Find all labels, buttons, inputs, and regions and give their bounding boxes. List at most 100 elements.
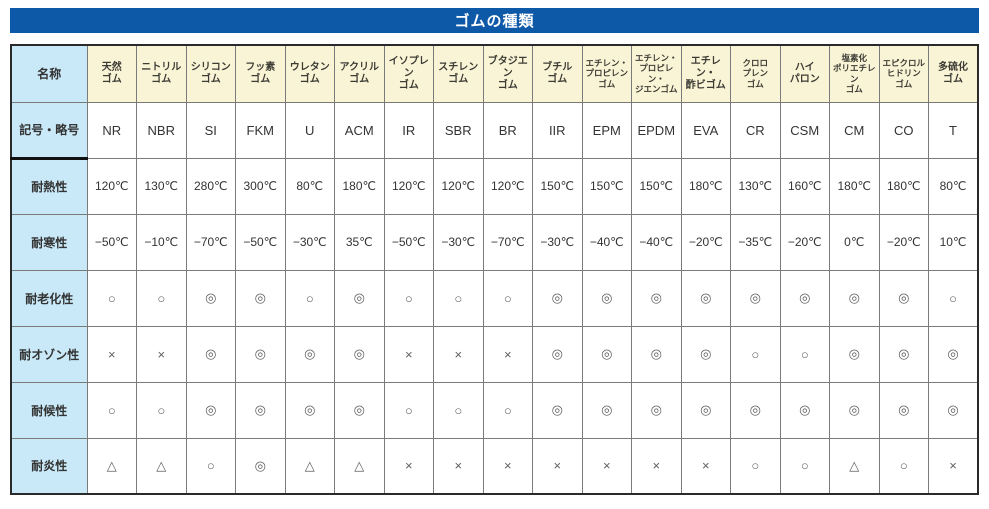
column-header-cell: スチレン ゴム <box>433 44 484 103</box>
aging-resistance-cell: ○ <box>383 269 434 327</box>
cold-resistance-cell: −10℃ <box>136 213 187 271</box>
page-title: ゴムの種類 <box>454 13 535 30</box>
code-cell: ACM <box>334 101 385 159</box>
flame-resistance-cell: △ <box>136 437 187 495</box>
ozone-resistance-cell: × <box>433 325 484 383</box>
flame-resistance-cell: × <box>581 437 632 495</box>
weather-resistance-cell: ○ <box>482 381 533 439</box>
ozone-resistance-cell: ◎ <box>185 325 236 383</box>
title-bar: ゴムの種類 <box>10 8 979 33</box>
flame-resistance-cell: △ <box>334 437 385 495</box>
column-header-cell: エチレン・ プロピレン・ ジエンゴム <box>631 44 682 103</box>
flame-resistance-cell: × <box>532 437 583 495</box>
cold-resistance-cell: −40℃ <box>631 213 682 271</box>
row-label: 耐オゾン性 <box>10 325 88 383</box>
table-row: 耐炎性 △ △ ○ ◎ △ △ × × × × × × × ○ ○ △ ○ × <box>10 437 979 495</box>
aging-resistance-cell: ◎ <box>631 269 682 327</box>
flame-resistance-cell: △ <box>86 437 137 495</box>
aging-resistance-cell: ◎ <box>829 269 880 327</box>
weather-resistance-cell: ○ <box>136 381 187 439</box>
ozone-resistance-cell: ◎ <box>928 325 979 383</box>
aging-resistance-cell: ◎ <box>730 269 781 327</box>
heat-resistance-cell: 180℃ <box>878 157 929 215</box>
cold-resistance-cell: −30℃ <box>433 213 484 271</box>
weather-resistance-cell: ◎ <box>284 381 335 439</box>
weather-resistance-cell: ○ <box>383 381 434 439</box>
code-cell: EPDM <box>631 101 682 159</box>
aging-resistance-cell: ○ <box>433 269 484 327</box>
aging-resistance-cell: ○ <box>928 269 979 327</box>
rubber-types-table-body: 名称 天然 ゴム ニトリル ゴム シリコン ゴム フッ素 ゴム ウレタン ゴム アクリル ゴ… <box>10 44 979 495</box>
column-header-cell: エチレン・ 酢ビゴム <box>680 44 731 103</box>
code-cell: SI <box>185 101 236 159</box>
aging-resistance-cell: ◎ <box>680 269 731 327</box>
ozone-resistance-cell: × <box>482 325 533 383</box>
row-label: 名称 <box>10 44 88 103</box>
column-header-cell: 塩素化 ポリエチレン ゴム <box>829 44 880 103</box>
weather-resistance-cell: ◎ <box>532 381 583 439</box>
flame-resistance-cell: ○ <box>185 437 236 495</box>
aging-resistance-cell: ○ <box>482 269 533 327</box>
code-cell: CSM <box>779 101 830 159</box>
code-cell: FKM <box>235 101 286 159</box>
code-cell: IIR <box>532 101 583 159</box>
heat-resistance-cell: 120℃ <box>383 157 434 215</box>
weather-resistance-cell: ◎ <box>928 381 979 439</box>
weather-resistance-cell: ○ <box>86 381 137 439</box>
row-label: 耐熱性 <box>10 157 88 215</box>
cold-resistance-cell: −20℃ <box>878 213 929 271</box>
cold-resistance-cell: 35℃ <box>334 213 385 271</box>
code-cell: EVA <box>680 101 731 159</box>
column-header-cell: シリコン ゴム <box>185 44 236 103</box>
aging-resistance-cell: ○ <box>284 269 335 327</box>
code-cell: CM <box>829 101 880 159</box>
code-cell: U <box>284 101 335 159</box>
aging-resistance-cell: ◎ <box>532 269 583 327</box>
column-header-cell: 天然 ゴム <box>86 44 137 103</box>
ozone-resistance-cell: ◎ <box>532 325 583 383</box>
heat-resistance-cell: 180℃ <box>829 157 880 215</box>
aging-resistance-cell: ◎ <box>878 269 929 327</box>
weather-resistance-cell: ◎ <box>185 381 236 439</box>
flame-resistance-cell: × <box>928 437 979 495</box>
code-cell: NBR <box>136 101 187 159</box>
weather-resistance-cell: ◎ <box>581 381 632 439</box>
flame-resistance-cell: × <box>680 437 731 495</box>
ozone-resistance-cell: ◎ <box>631 325 682 383</box>
row-label: 記号・略号 <box>10 101 88 160</box>
cold-resistance-cell: 10℃ <box>928 213 979 271</box>
flame-resistance-cell: × <box>433 437 484 495</box>
cold-resistance-cell: −70℃ <box>185 213 236 271</box>
heat-resistance-cell: 150℃ <box>631 157 682 215</box>
flame-resistance-cell: × <box>383 437 434 495</box>
code-cell: CR <box>730 101 781 159</box>
column-header-cell: エチレン・ プロピレン ゴム <box>581 44 632 103</box>
cold-resistance-cell: −50℃ <box>235 213 286 271</box>
column-header-cell: フッ素 ゴム <box>235 44 286 103</box>
code-cell: NR <box>86 101 137 159</box>
code-cell: SBR <box>433 101 484 159</box>
code-cell: T <box>928 101 979 159</box>
code-cell: IR <box>383 101 434 159</box>
heat-resistance-cell: 130℃ <box>136 157 187 215</box>
cold-resistance-cell: −50℃ <box>383 213 434 271</box>
weather-resistance-cell: ◎ <box>829 381 880 439</box>
heat-resistance-cell: 120℃ <box>433 157 484 215</box>
weather-resistance-cell: ○ <box>433 381 484 439</box>
rubber-types-table: 名称 天然 ゴム ニトリル ゴム シリコン ゴム フッ素 ゴム ウレタン ゴム アクリル ゴ… <box>10 44 979 495</box>
aging-resistance-cell: ◎ <box>334 269 385 327</box>
flame-resistance-cell: ○ <box>730 437 781 495</box>
column-header-cell: ウレタン ゴム <box>284 44 335 103</box>
cold-resistance-cell: −70℃ <box>482 213 533 271</box>
cold-resistance-cell: −35℃ <box>730 213 781 271</box>
flame-resistance-cell: × <box>482 437 533 495</box>
column-header-cell: ブチル ゴム <box>532 44 583 103</box>
heat-resistance-cell: 120℃ <box>86 157 137 215</box>
weather-resistance-cell: ◎ <box>730 381 781 439</box>
weather-resistance-cell: ◎ <box>631 381 682 439</box>
table-row: 耐寒性 −50℃ −10℃ −70℃ −50℃ −30℃ 35℃ −50℃ −30℃ −70℃ −3… <box>10 213 979 271</box>
code-cell: EPM <box>581 101 632 159</box>
heat-resistance-cell: 80℃ <box>284 157 335 215</box>
heat-resistance-cell: 180℃ <box>334 157 385 215</box>
